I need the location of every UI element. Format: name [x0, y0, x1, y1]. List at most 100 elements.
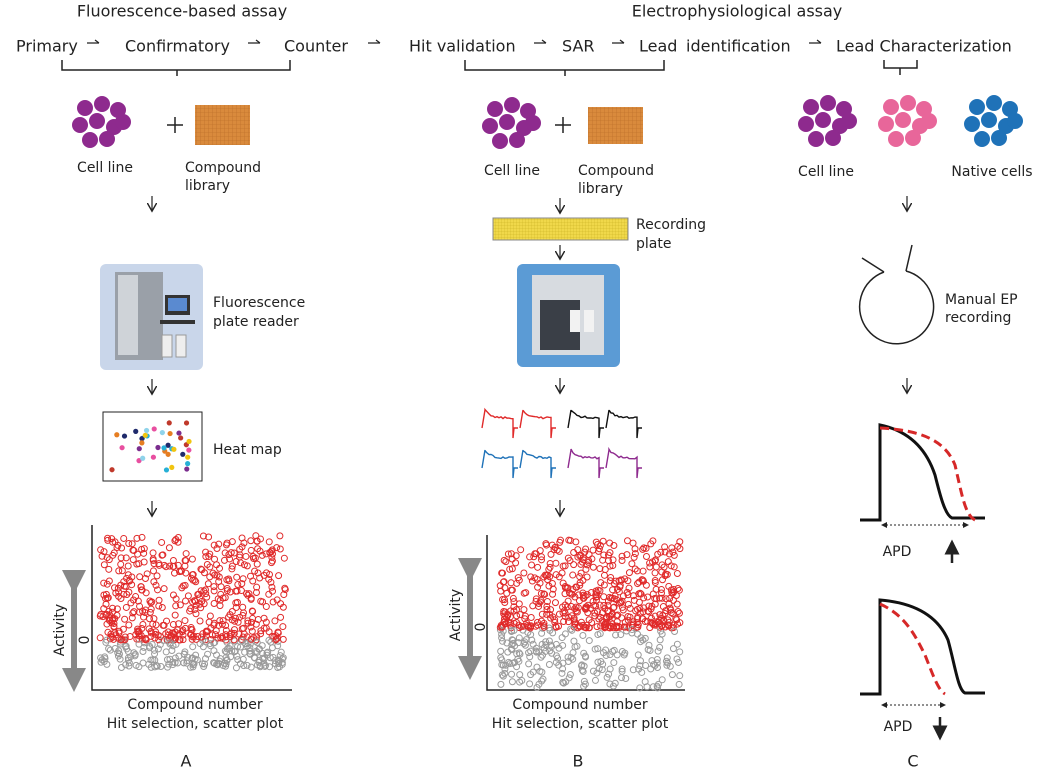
point — [579, 589, 587, 597]
stage: identification — [686, 37, 791, 56]
point — [661, 548, 669, 556]
point — [567, 625, 575, 633]
point — [502, 558, 510, 566]
point — [606, 665, 614, 673]
point — [555, 661, 563, 669]
point — [196, 600, 204, 608]
point — [652, 585, 660, 593]
point — [222, 621, 230, 629]
point — [543, 597, 551, 605]
point — [247, 546, 255, 554]
point — [139, 620, 147, 628]
point — [668, 544, 676, 552]
point — [276, 545, 284, 553]
point — [583, 561, 591, 569]
point — [155, 560, 163, 568]
point — [149, 567, 157, 575]
point — [277, 613, 285, 621]
point — [275, 572, 283, 580]
point — [213, 651, 221, 659]
point — [204, 627, 212, 635]
point — [113, 605, 121, 613]
point — [266, 548, 274, 556]
point — [501, 599, 509, 607]
point — [240, 561, 248, 569]
point — [593, 623, 601, 631]
point — [609, 682, 617, 690]
point — [508, 646, 516, 654]
point — [502, 661, 510, 669]
point — [642, 662, 650, 670]
point — [593, 608, 601, 616]
point — [210, 639, 218, 647]
point — [121, 636, 129, 644]
point — [123, 645, 131, 653]
dot — [180, 451, 186, 457]
point — [618, 665, 626, 673]
point — [262, 550, 270, 558]
point — [634, 651, 642, 659]
point — [244, 619, 252, 627]
point — [122, 554, 130, 562]
point — [497, 647, 505, 655]
point — [256, 547, 264, 555]
point — [154, 631, 162, 639]
point — [128, 540, 136, 548]
point — [561, 630, 569, 638]
point — [139, 647, 147, 655]
point — [574, 553, 582, 561]
cell-cluster — [482, 97, 541, 149]
point — [100, 579, 108, 587]
point — [606, 577, 614, 585]
point — [102, 611, 110, 619]
point — [254, 616, 262, 624]
point — [516, 678, 524, 686]
point — [202, 553, 210, 561]
point — [548, 649, 556, 657]
dot — [165, 442, 171, 448]
point — [569, 571, 577, 579]
point — [210, 599, 218, 607]
point — [148, 598, 156, 606]
point — [538, 640, 546, 648]
point — [236, 613, 244, 621]
cell — [798, 116, 814, 132]
point — [634, 621, 642, 629]
point — [589, 597, 597, 605]
point — [673, 616, 681, 624]
stage: SAR — [562, 37, 595, 56]
point — [542, 571, 550, 579]
point — [592, 596, 600, 604]
point — [573, 608, 581, 616]
point — [119, 625, 127, 633]
point — [557, 536, 565, 544]
point — [192, 610, 200, 618]
point — [276, 532, 284, 540]
point — [111, 584, 119, 592]
point — [547, 606, 555, 614]
point — [232, 558, 240, 566]
point — [498, 671, 506, 679]
cell-cluster — [798, 95, 1023, 147]
point — [533, 648, 541, 656]
point — [578, 666, 586, 674]
point — [583, 573, 591, 581]
point — [669, 645, 677, 653]
point — [658, 561, 666, 569]
point — [234, 643, 242, 651]
point — [135, 640, 143, 648]
label: library — [578, 181, 623, 197]
point — [564, 554, 572, 562]
point — [164, 631, 172, 639]
point — [607, 622, 615, 630]
point — [166, 562, 174, 570]
point — [597, 579, 605, 587]
point — [238, 543, 246, 551]
pipette-cell — [858, 244, 935, 345]
cell — [820, 95, 836, 111]
point — [234, 580, 242, 588]
point — [500, 610, 508, 618]
label: Recording — [636, 217, 706, 233]
point — [585, 637, 593, 645]
point — [521, 615, 529, 623]
